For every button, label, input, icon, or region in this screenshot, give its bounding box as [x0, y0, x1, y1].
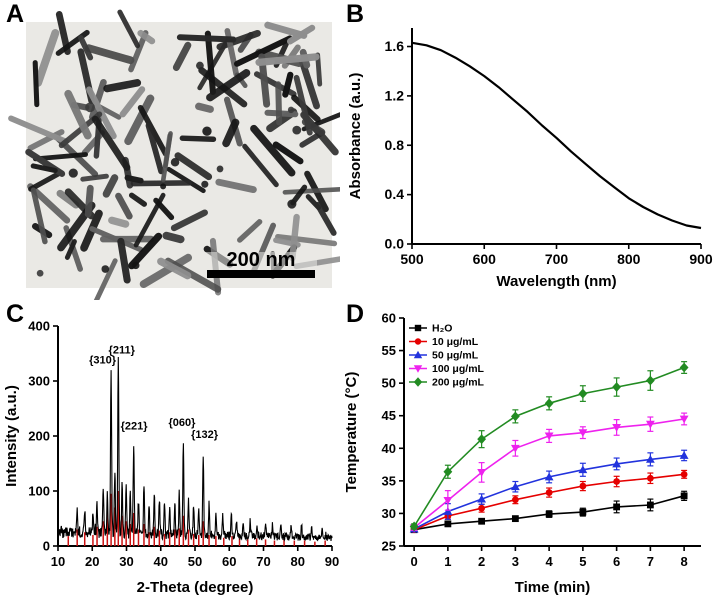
svg-text:60: 60: [222, 554, 236, 569]
xrd-chart: 10 20 30 40 50 60 70 80 90 0 100 200 300 400 2-Theta (…: [3, 319, 339, 597]
absorbance-curve: [411, 41, 702, 230]
svg-text:Intensity (a.u.): Intensity (a.u.): [3, 385, 20, 487]
scale-bar: [207, 270, 315, 278]
svg-text:0.0: 0.0: [385, 236, 405, 252]
series-200-ug-ml: [409, 361, 689, 532]
svg-text:50 μg/mL: 50 μg/mL: [432, 350, 479, 362]
reference-sticks: [67, 491, 326, 546]
svg-text:40: 40: [154, 554, 168, 569]
svg-text:1.2: 1.2: [385, 87, 405, 103]
svg-text:30: 30: [382, 506, 396, 521]
panel-b-letter: B: [346, 0, 365, 28]
panel-a-letter: A: [6, 0, 25, 28]
hkl-label: {221}: [121, 420, 149, 432]
svg-text:400: 400: [28, 319, 50, 334]
svg-text:80: 80: [291, 554, 305, 569]
absorbance-chart: 500 600 700 800 900 0.0 0.4 0.8 1.2 1.6 Wavelength…: [347, 28, 713, 290]
svg-text:700: 700: [545, 251, 569, 267]
svg-text:3: 3: [512, 554, 519, 569]
svg-text:30: 30: [119, 554, 133, 569]
svg-text:50: 50: [188, 554, 202, 569]
svg-text:200: 200: [28, 429, 50, 444]
svg-text:100: 100: [28, 484, 50, 499]
panel-d: D 0 1 2 3 4 5 6 7 8 25 30 35 40 45 50 55 60 Time (min) Tem…: [340, 300, 715, 606]
panel-b: B 500 600 700 800 900 0.0 0.4 0.8 1.2 1.6 Waveleng…: [340, 0, 715, 300]
svg-text:10: 10: [51, 554, 65, 569]
hkl-label: {132}: [191, 429, 219, 441]
panel-c-letter: C: [6, 300, 25, 328]
hkl-label: {310}: [89, 354, 117, 366]
svg-text:100 μg/mL: 100 μg/mL: [432, 363, 485, 375]
svg-text:0.4: 0.4: [385, 186, 405, 202]
svg-text:2: 2: [478, 554, 485, 569]
svg-text:5: 5: [579, 554, 586, 569]
svg-text:500: 500: [400, 251, 424, 267]
svg-text:600: 600: [473, 251, 497, 267]
svg-text:25: 25: [382, 539, 396, 554]
xrd-trace: [57, 356, 333, 542]
svg-text:10 μg/mL: 10 μg/mL: [432, 336, 479, 348]
panel-a: A 200 nm: [0, 0, 340, 300]
svg-text:Temperature (°C): Temperature (°C): [343, 372, 360, 493]
svg-text:300: 300: [28, 374, 50, 389]
series-h2o: [410, 490, 688, 534]
svg-text:Wavelength (nm): Wavelength (nm): [496, 273, 616, 290]
svg-text:900: 900: [689, 251, 713, 267]
tem-image: 200 nm: [8, 9, 340, 300]
svg-text:0.8: 0.8: [385, 137, 405, 153]
svg-text:4: 4: [546, 554, 554, 569]
svg-text:35: 35: [382, 473, 396, 488]
panel-c: C 10 20 30 40 50 60 70 80 90 0 100 200 300 400 2-Theta…: [0, 300, 340, 606]
svg-text:70: 70: [256, 554, 270, 569]
panel-d-letter: D: [346, 300, 365, 328]
svg-text:40: 40: [382, 441, 396, 456]
svg-text:60: 60: [382, 311, 396, 326]
svg-text:6: 6: [613, 554, 620, 569]
svg-text:7: 7: [647, 554, 654, 569]
nanorods: [8, 9, 340, 300]
svg-text:Time (min): Time (min): [515, 579, 591, 596]
hkl-label: {211}: [109, 345, 136, 357]
svg-text:800: 800: [617, 251, 641, 267]
svg-text:50: 50: [382, 376, 396, 391]
svg-text:20: 20: [85, 554, 99, 569]
svg-text:0: 0: [411, 554, 418, 569]
svg-text:2-Theta (degree): 2-Theta (degree): [137, 579, 254, 596]
svg-text:45: 45: [382, 408, 396, 423]
svg-text:0: 0: [43, 539, 50, 554]
svg-text:1.6: 1.6: [385, 38, 405, 54]
svg-text:55: 55: [382, 343, 396, 358]
svg-text:8: 8: [681, 554, 688, 569]
svg-text:1: 1: [444, 554, 451, 569]
svg-text:200 μg/mL: 200 μg/mL: [432, 377, 485, 389]
scale-bar-label: 200 nm: [227, 249, 296, 271]
svg-text:90: 90: [325, 554, 339, 569]
svg-text:H₂O: H₂O: [432, 323, 452, 335]
hkl-label: {060}: [169, 417, 197, 429]
series-100-ug-ml: [409, 412, 689, 533]
svg-text:Absorbance (a.u.): Absorbance (a.u.): [347, 73, 364, 200]
